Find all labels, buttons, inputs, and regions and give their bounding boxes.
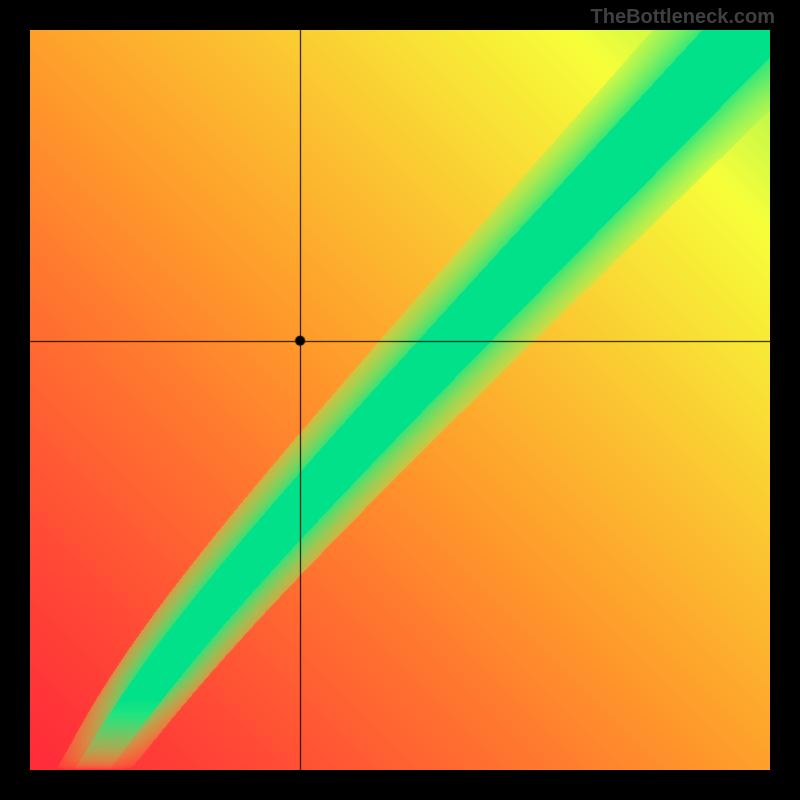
watermark-text: TheBottleneck.com xyxy=(591,6,775,29)
bottleneck-heatmap xyxy=(30,30,770,770)
heatmap-canvas xyxy=(30,30,770,770)
